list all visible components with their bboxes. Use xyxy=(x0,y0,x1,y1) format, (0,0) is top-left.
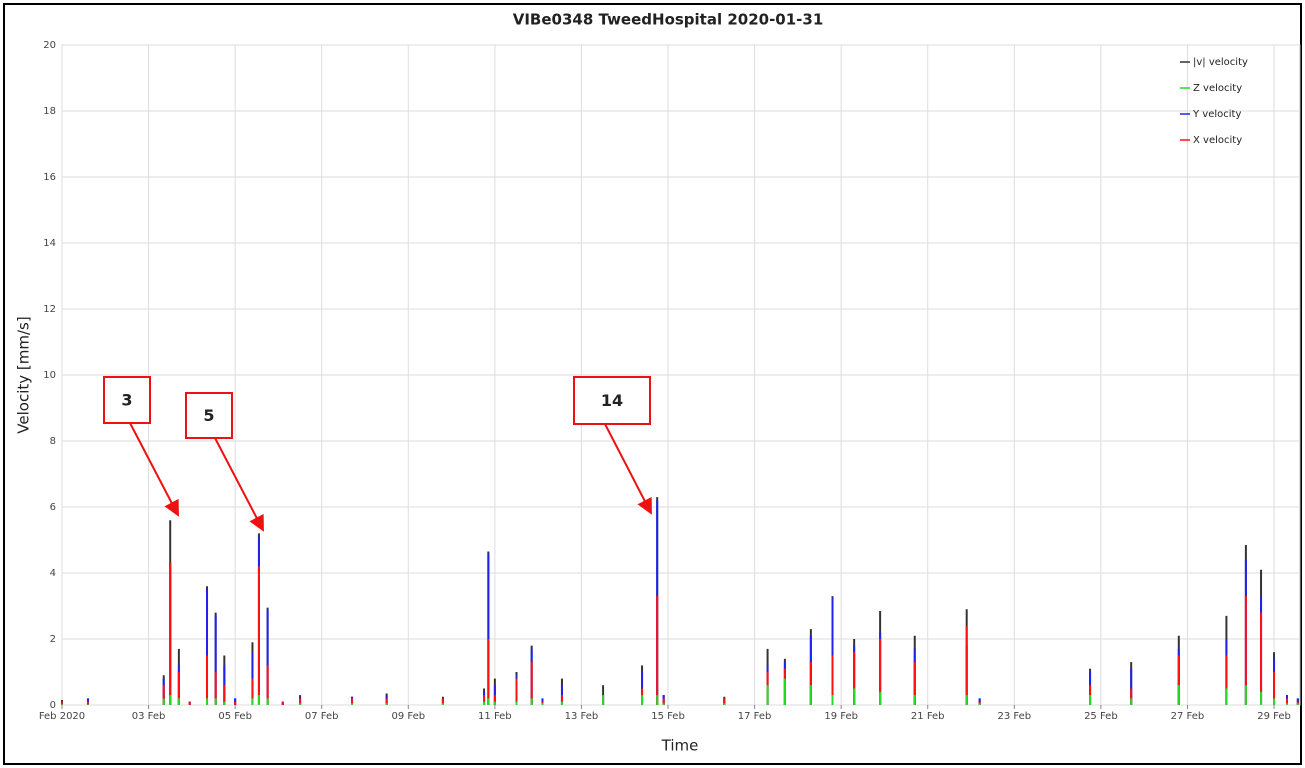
x-tick-label: 09 Feb xyxy=(391,711,425,722)
y-tick-label: 6 xyxy=(50,502,56,513)
x-tick-label: 19 Feb xyxy=(824,711,858,722)
legend-label: Y velocity xyxy=(1192,109,1241,120)
y-tick-label: 16 xyxy=(43,172,56,183)
y-tick-label: 8 xyxy=(50,436,56,447)
x-tick-label: 21 Feb xyxy=(911,711,945,722)
y-tick-label: 4 xyxy=(50,568,56,579)
annotation-box xyxy=(573,376,651,425)
y-tick-label: 20 xyxy=(43,40,56,51)
annotation-box xyxy=(185,392,233,439)
frame xyxy=(3,3,1302,765)
annotation-arrow xyxy=(604,423,652,515)
grid: 0 2 4 6 8 10 12 14 16 18 20 Feb 2020 03 Feb 05 Feb 07 … xyxy=(39,40,1301,722)
annotation-label: 14 xyxy=(601,391,623,410)
x-tick-label: 27 Feb xyxy=(1171,711,1205,722)
x-axis-label: Time xyxy=(661,737,699,755)
x-tick-label: 13 Feb xyxy=(565,711,599,722)
legend-label: |v| velocity xyxy=(1193,57,1248,68)
chart-title: VIBe0348 TweedHospital 2020-01-31 xyxy=(513,11,824,29)
y-tick-label: 2 xyxy=(50,634,56,645)
y-tick-label: 14 xyxy=(43,238,56,249)
x-tick-label: 03 Feb xyxy=(132,711,166,722)
annotation-arrow xyxy=(214,437,264,532)
x-tick-label: 11 Feb xyxy=(478,711,512,722)
x-tick-label: Feb 2020 xyxy=(39,711,85,722)
annotations: 3 5 14 xyxy=(103,376,652,532)
x-tick-label: 15 Feb xyxy=(651,711,685,722)
x-tick-label: 07 Feb xyxy=(305,711,339,722)
annotation-label: 3 xyxy=(121,391,132,410)
x-tick-label: 25 Feb xyxy=(1084,711,1118,722)
y-tick-label: 12 xyxy=(43,304,56,315)
annotation-arrow xyxy=(129,422,179,517)
legend-label: Z velocity xyxy=(1193,83,1242,94)
annotation-label: 5 xyxy=(203,406,214,425)
x-tick-label: 17 Feb xyxy=(738,711,772,722)
y-axis-label: Velocity [mm/s] xyxy=(15,316,33,433)
y-tick-label: 18 xyxy=(43,106,56,117)
x-tick-label: 29 Feb xyxy=(1257,711,1291,722)
x-tick-label: 23 Feb xyxy=(998,711,1032,722)
legend-label: X velocity xyxy=(1193,135,1242,146)
y-tick-label: 0 xyxy=(50,700,56,711)
marks xyxy=(61,497,1299,705)
annotation-box xyxy=(103,376,151,424)
x-tick-label: 05 Feb xyxy=(218,711,252,722)
y-tick-label: 10 xyxy=(43,370,56,381)
